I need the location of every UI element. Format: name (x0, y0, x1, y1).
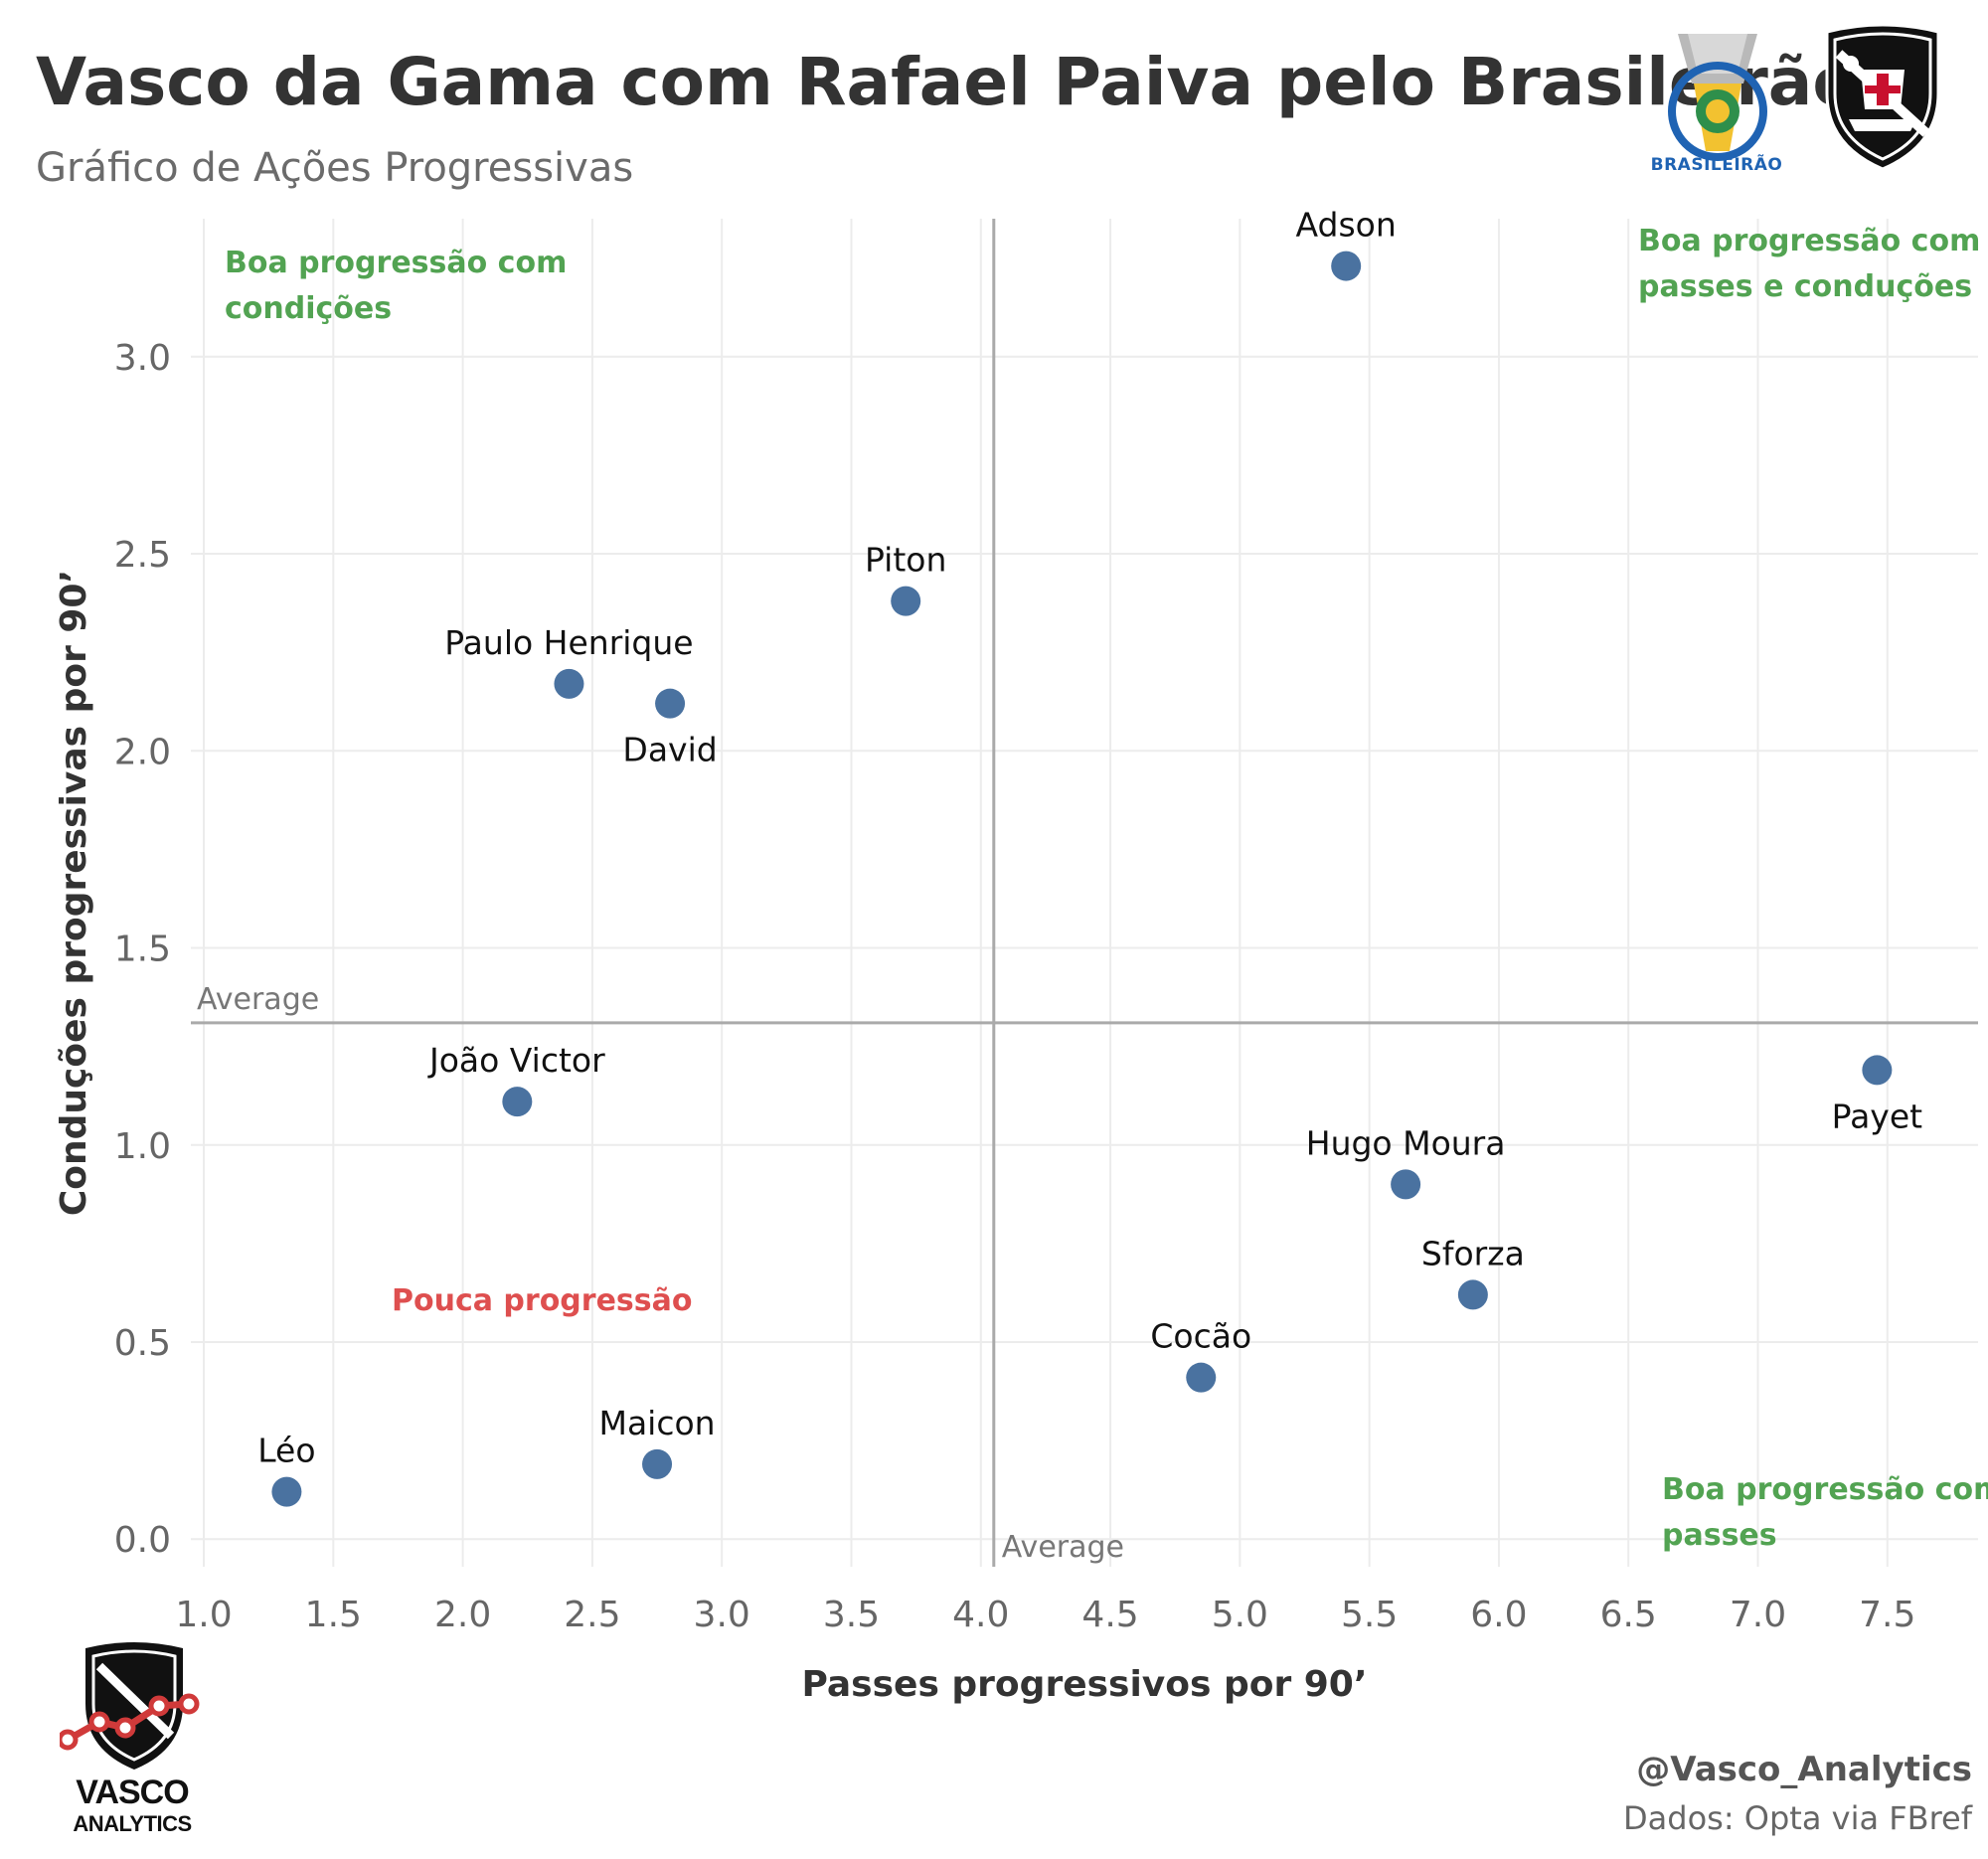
y-tick-label: 2.5 (114, 535, 171, 576)
point-label: Adson (1296, 206, 1397, 245)
x-tick-label: 6.5 (1600, 1595, 1657, 1635)
data-points (271, 251, 1893, 1507)
data-point[interactable] (655, 688, 686, 719)
data-point[interactable] (1391, 1169, 1421, 1200)
x-tick-label: 2.0 (434, 1595, 491, 1635)
y-tick-label: 3.0 (114, 338, 171, 379)
x-tick-label: 4.0 (952, 1595, 1009, 1635)
x-tick-label: 5.5 (1341, 1595, 1398, 1635)
chart-subtitle: Gráfico de Ações Progressivas (36, 145, 634, 191)
x-tick-label: 5.0 (1212, 1595, 1268, 1635)
y-axis-label: Conduções progressivas por 90’ (54, 570, 94, 1216)
x-axis-label: Passes progressivos por 90’ (801, 1664, 1367, 1705)
quadrant-label-bottom-left: Pouca progressão (392, 1283, 693, 1318)
data-point[interactable] (1457, 1279, 1488, 1310)
data-point[interactable] (502, 1087, 533, 1117)
point-label: Léo (257, 1432, 315, 1470)
data-point[interactable] (271, 1476, 302, 1507)
x-tick-label: 2.5 (564, 1595, 620, 1635)
point-label: Piton (865, 541, 946, 580)
brand-name: VASCO (76, 1774, 189, 1811)
point-label: Sforza (1421, 1234, 1525, 1272)
vasco-analytics-logo (60, 1642, 200, 1770)
quadrant-label-top-right: passes e conduções (1638, 269, 1972, 304)
brand-subname: ANALYTICS (73, 1811, 192, 1836)
average-lines: Average Average (191, 219, 1978, 1567)
y-tick-label: 0.0 (114, 1520, 171, 1561)
data-point[interactable] (1331, 251, 1362, 281)
point-label: Maicon (598, 1404, 715, 1442)
quadrant-label-top-left: Boa progressão com (225, 246, 567, 280)
data-point[interactable] (891, 586, 921, 616)
x-tick-label: 3.5 (823, 1595, 880, 1635)
x-tick-label: 7.5 (1859, 1595, 1915, 1635)
y-tick-label: 0.5 (114, 1323, 171, 1364)
data-point[interactable] (642, 1448, 673, 1479)
chart-title: Vasco da Gama com Rafael Paiva pelo Bras… (36, 44, 1858, 120)
y-tick-label: 1.5 (114, 930, 171, 970)
data-point[interactable] (554, 668, 584, 699)
quadrant-label-bottom-right: Boa progressão com (1662, 1472, 1988, 1507)
x-tick-label: 3.0 (694, 1595, 750, 1635)
brasileirao-logo (1668, 34, 1767, 161)
data-point[interactable] (1186, 1362, 1217, 1393)
point-label: David (622, 731, 717, 769)
twitter-handle[interactable]: @Vasco_Analytics (1636, 1750, 1972, 1789)
x-tick-label: 1.5 (305, 1595, 362, 1635)
quadrant-label-bottom-right: passes (1662, 1518, 1777, 1553)
x-tick-label: 4.5 (1081, 1595, 1138, 1635)
point-label: Paulo Henrique (444, 623, 693, 662)
point-label: Cocão (1150, 1317, 1251, 1356)
average-y-label: Average (197, 982, 319, 1017)
vasco-shield-logo (1825, 24, 1940, 171)
data-point[interactable] (1862, 1055, 1893, 1086)
point-label: Hugo Moura (1306, 1123, 1506, 1162)
average-x-label: Average (1002, 1530, 1124, 1565)
quadrant-label-top-left: condições (225, 291, 392, 326)
x-tick-label: 7.0 (1730, 1595, 1786, 1635)
point-labels: Adson Piton Paulo Henrique David João Victor… (257, 206, 1922, 1470)
brasileirao-logo-label: BRASILEIRÃO (1650, 155, 1783, 175)
x-tick-label: 6.0 (1470, 1595, 1527, 1635)
grid-layer (191, 219, 1978, 1567)
y-tick-label: 1.0 (114, 1126, 171, 1167)
axis-ticks: 1.0 1.5 2.0 2.5 3.0 3.5 4.0 4.5 5.0 5.5 6.0 6.5 7.0 7… (114, 338, 1916, 1635)
quadrant-label-top-right: Boa progressão com (1638, 224, 1980, 258)
quadrant-labels: Boa progressão com condições Boa progressã… (225, 224, 1988, 1553)
point-label: João Victor (427, 1041, 605, 1080)
data-source: Dados: Opta via FBref (1623, 1799, 1972, 1837)
y-tick-label: 2.0 (114, 732, 171, 772)
point-label: Payet (1832, 1097, 1922, 1135)
x-tick-label: 1.0 (175, 1595, 232, 1635)
